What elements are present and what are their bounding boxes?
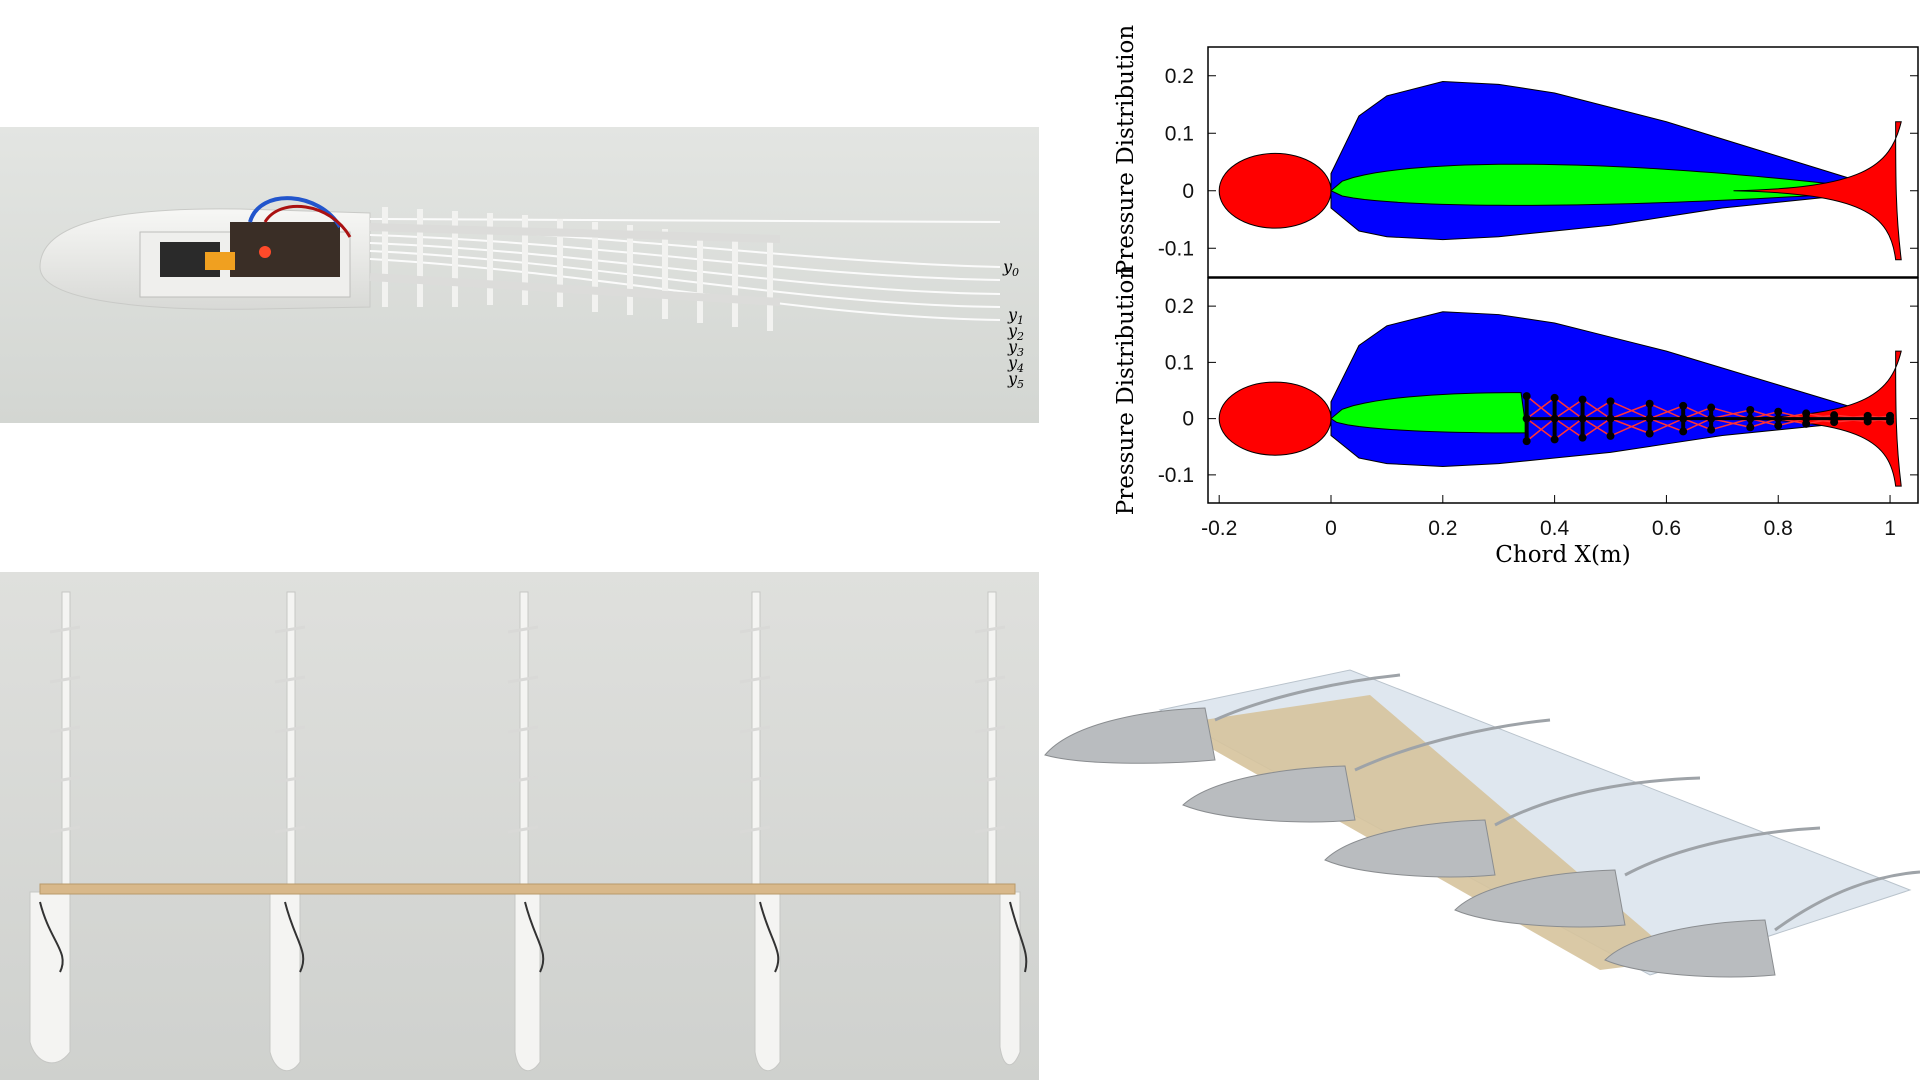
rib-node [1550,435,1559,444]
y-tick-label: 0.1 [1165,122,1194,145]
pressure-plot-bottom: Pressure Distribution Chord X(m) -0.1 0 0.… [1113,265,1919,568]
rib-cross-brace [1649,403,1684,435]
y-tick-label: 0.1 [1165,351,1194,374]
rib-cross-brace [1806,412,1835,425]
y-axis-label: Pressure Distribution [1113,25,1139,276]
rib-node [1746,423,1755,432]
rib-cross-brace [1750,409,1779,428]
rib-cross-brace [1554,397,1584,440]
wing-cad-render [1040,640,1920,1000]
y3-label: y3 [1007,337,1024,359]
x-tick-label: 0.6 [1652,517,1681,540]
y1-label: y1 [1007,305,1024,327]
servo-wiring [39,901,1028,973]
rib-node [1578,414,1587,423]
rib-node [1886,417,1895,426]
wing-assembly-photo [0,572,1039,1080]
x-tick-label: 0.4 [1540,517,1570,540]
rib-node [1522,414,1531,423]
rib-node [1606,397,1615,406]
rib-node [1550,414,1559,423]
rib-node [1645,399,1654,408]
y-tick-labels: -0.1 0 0.1 0.2 [1158,295,1918,487]
rib-node [1550,393,1559,402]
rib-ladders [1214,673,1920,932]
rib-assemblies [29,591,1021,1072]
rib-node [1802,419,1811,428]
y-axis-label: Pressure Distribution [1113,265,1139,516]
stagnation-region-leading-edge [1218,381,1332,456]
y-tick-label: 0 [1182,408,1194,431]
y5-label: y5 [1007,369,1024,391]
x-tick-label: 0.8 [1764,517,1793,540]
x-axis-label: Chord X(m) [1495,542,1630,568]
rib-node [1774,414,1783,423]
wing-spar [39,883,1016,895]
rib-node [1746,414,1755,423]
rib-node [1578,433,1587,442]
plot-frame [1207,277,1919,504]
y-tick-label: 0.2 [1165,295,1194,318]
rib-node [1522,392,1531,401]
suction-region [1330,80,1891,241]
rib-cross-brace [1682,405,1712,433]
rib-cross-brace [1526,395,1556,442]
rib-node [1645,429,1654,438]
x-tick-label: 1 [1884,517,1896,540]
stagnation-region-leading-edge [1218,152,1332,229]
y4-label: y4 [1007,353,1024,375]
rib-assembly [507,591,541,1072]
rib-node [1774,407,1783,416]
rib-node [1679,414,1688,423]
rib-node [1606,414,1615,423]
rib-cross-brace [1610,400,1650,437]
x-tick-labels: -0.2 0 0.2 0.4 0.6 0.8 1 [1201,495,1896,540]
rib-assembly [739,591,781,1072]
suction-region [1330,311,1891,467]
rib-structure [1522,392,1895,446]
y0-label: y0 [1002,257,1019,279]
x-tick-label: -0.2 [1201,517,1237,540]
rib-node [1863,417,1872,426]
pressure-distribution-plots: Pressure Distribution -0.1 0 0.1 0.2 Pressu… [1100,10,1920,570]
y-tick-label: 0.2 [1165,65,1194,88]
pressure-plot-top: Pressure Distribution -0.1 0 0.1 0.2 [1113,25,1919,278]
rib-node [1606,431,1615,440]
y2-label: y2 [1007,321,1024,343]
rib-node [1522,437,1531,446]
y-tick-labels: -0.1 0 0.1 0.2 [1158,65,1918,260]
x-tick-label: 0 [1325,517,1337,540]
stagnation-region-trailing-edge [1733,121,1902,261]
y-tick-label: 0 [1182,180,1194,203]
rib-node [1707,425,1716,434]
morphing-rib-photo: y0 y1 y2 y3 y4 y5 [0,127,1039,423]
rib-node [1707,414,1716,423]
rib-node [1578,395,1587,404]
rib-node [1746,405,1755,414]
y-tick-label: -0.1 [1158,237,1194,260]
rib-node [1679,427,1688,436]
x-tick-label: 0.2 [1428,517,1457,540]
rib-cross-brace [1778,410,1807,427]
rib-node [1774,421,1783,430]
rib-node [1645,414,1654,423]
rib-assembly [974,591,1021,1065]
plot-frame [1207,46,1919,278]
rib-node [1830,418,1839,427]
rib-node [1679,401,1688,410]
y-tick-label: -0.1 [1158,464,1194,487]
leading-edge-sections [1044,707,1776,978]
rib-assembly [269,591,306,1072]
rib-cross-brace [1582,398,1611,439]
rib-node [1707,403,1716,412]
rib-cross-brace [1710,406,1751,431]
rib-assembly [29,591,81,1064]
